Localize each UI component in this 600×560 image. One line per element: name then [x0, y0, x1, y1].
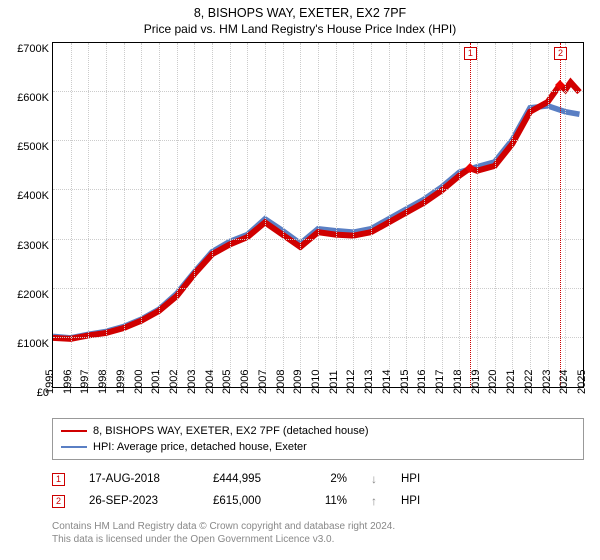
legend-label: HPI: Average price, detached house, Exet…: [93, 441, 307, 453]
marker-label: 2: [554, 47, 567, 60]
transaction-date: 26-SEP-2023: [89, 495, 189, 507]
marker-label: 1: [464, 47, 477, 60]
footer-line: This data is licensed under the Open Gov…: [52, 533, 590, 546]
transaction-price: £615,000: [213, 495, 293, 507]
transaction-pct: 2%: [317, 473, 347, 485]
up-arrow-icon: ↑: [371, 494, 377, 508]
footer-attribution: Contains HM Land Registry data © Crown c…: [52, 520, 590, 546]
chart-subtitle: Price paid vs. HM Land Registry's House …: [10, 22, 590, 36]
down-arrow-icon: ↓: [371, 472, 377, 486]
chart-area: £0£100K£200K£300K£400K£500K£600K£700K12 …: [52, 42, 584, 412]
legend-swatch: [61, 430, 87, 432]
marker-badge: 1: [52, 473, 65, 486]
x-axis-label: 2025: [576, 370, 600, 394]
transaction-date: 17-AUG-2018: [89, 473, 189, 485]
transaction-row: 2 26-SEP-2023 £615,000 11% ↑ HPI: [52, 490, 590, 512]
legend-label: 8, BISHOPS WAY, EXETER, EX2 7PF (detache…: [93, 425, 369, 437]
transaction-table: 1 17-AUG-2018 £444,995 2% ↓ HPI 2 26-SEP…: [52, 468, 590, 512]
legend-item-property: 8, BISHOPS WAY, EXETER, EX2 7PF (detache…: [61, 423, 575, 439]
transaction-pct: 11%: [317, 495, 347, 507]
plot-region: £0£100K£200K£300K£400K£500K£600K£700K12: [52, 42, 584, 388]
marker-badge: 2: [52, 495, 65, 508]
legend-item-hpi: HPI: Average price, detached house, Exet…: [61, 439, 575, 455]
legend: 8, BISHOPS WAY, EXETER, EX2 7PF (detache…: [52, 418, 584, 460]
chart-container: 8, BISHOPS WAY, EXETER, EX2 7PF Price pa…: [0, 0, 600, 560]
transaction-vs: HPI: [401, 495, 420, 507]
legend-swatch: [61, 446, 87, 448]
footer-line: Contains HM Land Registry data © Crown c…: [52, 520, 590, 533]
transaction-row: 1 17-AUG-2018 £444,995 2% ↓ HPI: [52, 468, 590, 490]
transaction-price: £444,995: [213, 473, 293, 485]
transaction-vs: HPI: [401, 473, 420, 485]
chart-title: 8, BISHOPS WAY, EXETER, EX2 7PF: [10, 6, 590, 20]
series-property: [53, 82, 579, 339]
